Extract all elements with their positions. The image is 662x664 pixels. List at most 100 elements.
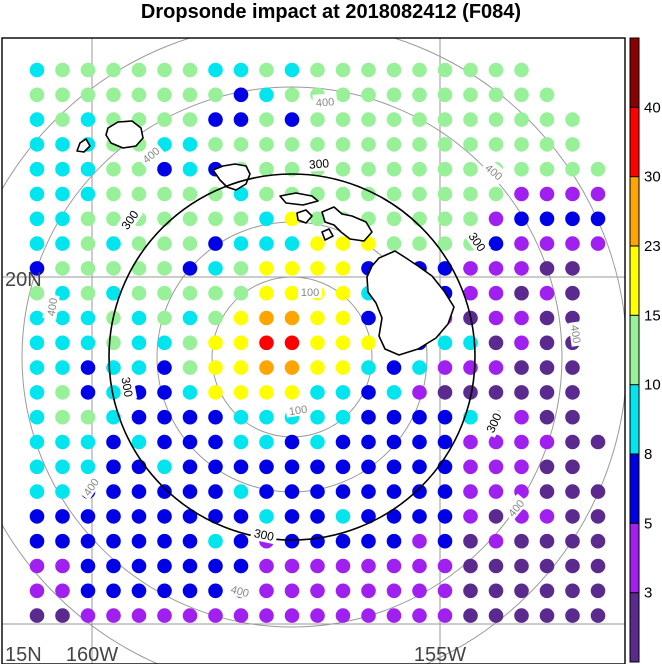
impact-dot: [463, 161, 478, 177]
impact-dot: [412, 459, 427, 475]
impact-dot: [335, 112, 351, 127]
impact-dot: [284, 558, 300, 574]
impact-dot: [80, 409, 96, 425]
impact-dot: [157, 558, 172, 574]
impact-dot: [284, 385, 300, 400]
impact-dot: [208, 261, 223, 276]
impact-dot: [361, 310, 376, 326]
impact-dot: [259, 509, 274, 524]
map-frame: [1, 37, 626, 664]
impact-dot: [106, 484, 121, 499]
impact-dot: [437, 186, 453, 202]
impact-dot: [259, 112, 274, 127]
impact-dot: [208, 236, 223, 251]
colorbar-bin: [630, 38, 639, 108]
niihau-island: [76, 138, 91, 153]
impact-dot: [29, 335, 45, 351]
impact-dot: [106, 285, 121, 301]
impact-dot: [259, 583, 274, 599]
impact-dot: [208, 409, 223, 425]
ring-label-300-bottom: 300: [253, 526, 276, 544]
impact-dot: [412, 87, 427, 103]
impact-dot: [437, 62, 453, 78]
impact-dot: [514, 62, 529, 78]
ring-label-400-bottom: 400: [229, 584, 250, 600]
impact-dot: [463, 211, 478, 227]
impact-dot: [310, 509, 325, 524]
impact-dot: [310, 261, 325, 276]
impact-dot: [335, 434, 351, 450]
impact-dot: [182, 459, 198, 475]
impact-dot: [386, 360, 402, 375]
impact-dot: [259, 459, 274, 475]
ring-label-300-left: 300: [118, 376, 135, 398]
colorbar-tick-label: 15: [644, 307, 661, 324]
impact-dot: [386, 484, 402, 499]
impact-dot: [514, 137, 529, 152]
impact-dot: [539, 484, 555, 499]
impact-dot: [361, 533, 376, 549]
impact-dot: [259, 335, 274, 351]
impact-dot: [386, 434, 402, 450]
impact-dot: [463, 87, 478, 103]
impact-dot: [335, 310, 351, 326]
impact-dot: [488, 112, 504, 127]
impact-dot: [361, 62, 376, 78]
impact-dot: [208, 360, 223, 375]
impact-dot: [55, 583, 70, 599]
impact-dot: [157, 211, 172, 227]
ring-label-100-bottom: 100: [288, 404, 308, 418]
impact-dot: [208, 558, 223, 574]
impact-dot: [361, 484, 376, 499]
impact-dot: [488, 360, 504, 375]
impact-dot: [55, 236, 70, 251]
impact-dot: [55, 385, 70, 400]
impact-dot: [539, 211, 555, 227]
impact-dot: [284, 583, 300, 599]
impact-dot: [157, 137, 172, 152]
impact-dot: [80, 533, 96, 549]
impact-dot: [539, 558, 555, 574]
impact-dot: [284, 211, 300, 227]
impact-dot: [412, 62, 427, 78]
impact-dot: [80, 161, 96, 177]
impact-dot: [463, 583, 478, 599]
impact-dot: [565, 434, 580, 450]
impact-dot: [463, 459, 478, 475]
impact-dot: [55, 533, 70, 549]
impact-dot: [208, 310, 223, 326]
impact-dot: [284, 137, 300, 152]
impact-dot: [259, 87, 274, 103]
impact-dot: [463, 285, 478, 301]
impact-dot: [106, 211, 121, 227]
impact-dot: [259, 137, 274, 152]
ring-label-bg: [481, 407, 506, 438]
impact-dot: [335, 583, 351, 599]
impact-dot: [565, 509, 580, 524]
impact-dot: [335, 261, 351, 276]
impact-dot: [412, 484, 427, 499]
impact-dot: [29, 310, 45, 326]
colorbar-bin: [630, 454, 639, 524]
colorbar-bin: [630, 523, 639, 593]
impact-dot: [361, 161, 376, 177]
impact-dot: [182, 261, 198, 276]
impact-dot: [157, 335, 172, 351]
impact-dot: [182, 335, 198, 351]
impact-dot: [361, 137, 376, 152]
impact-dot: [80, 509, 96, 524]
impact-dot: [106, 161, 121, 177]
impact-dot: [335, 87, 351, 103]
impact-dot: [182, 161, 198, 177]
impact-dot: [80, 310, 96, 326]
impact-dot: [208, 285, 223, 301]
impact-dot: [157, 62, 172, 78]
impact-dot: [106, 186, 121, 202]
impact-dot: [284, 434, 300, 450]
impact-dot: [361, 112, 376, 127]
impact-dot: [106, 87, 121, 103]
impact-dot: [157, 385, 172, 400]
impact-dot: [386, 409, 402, 425]
impact-dot: [131, 434, 147, 450]
impact-dot: [259, 261, 274, 276]
